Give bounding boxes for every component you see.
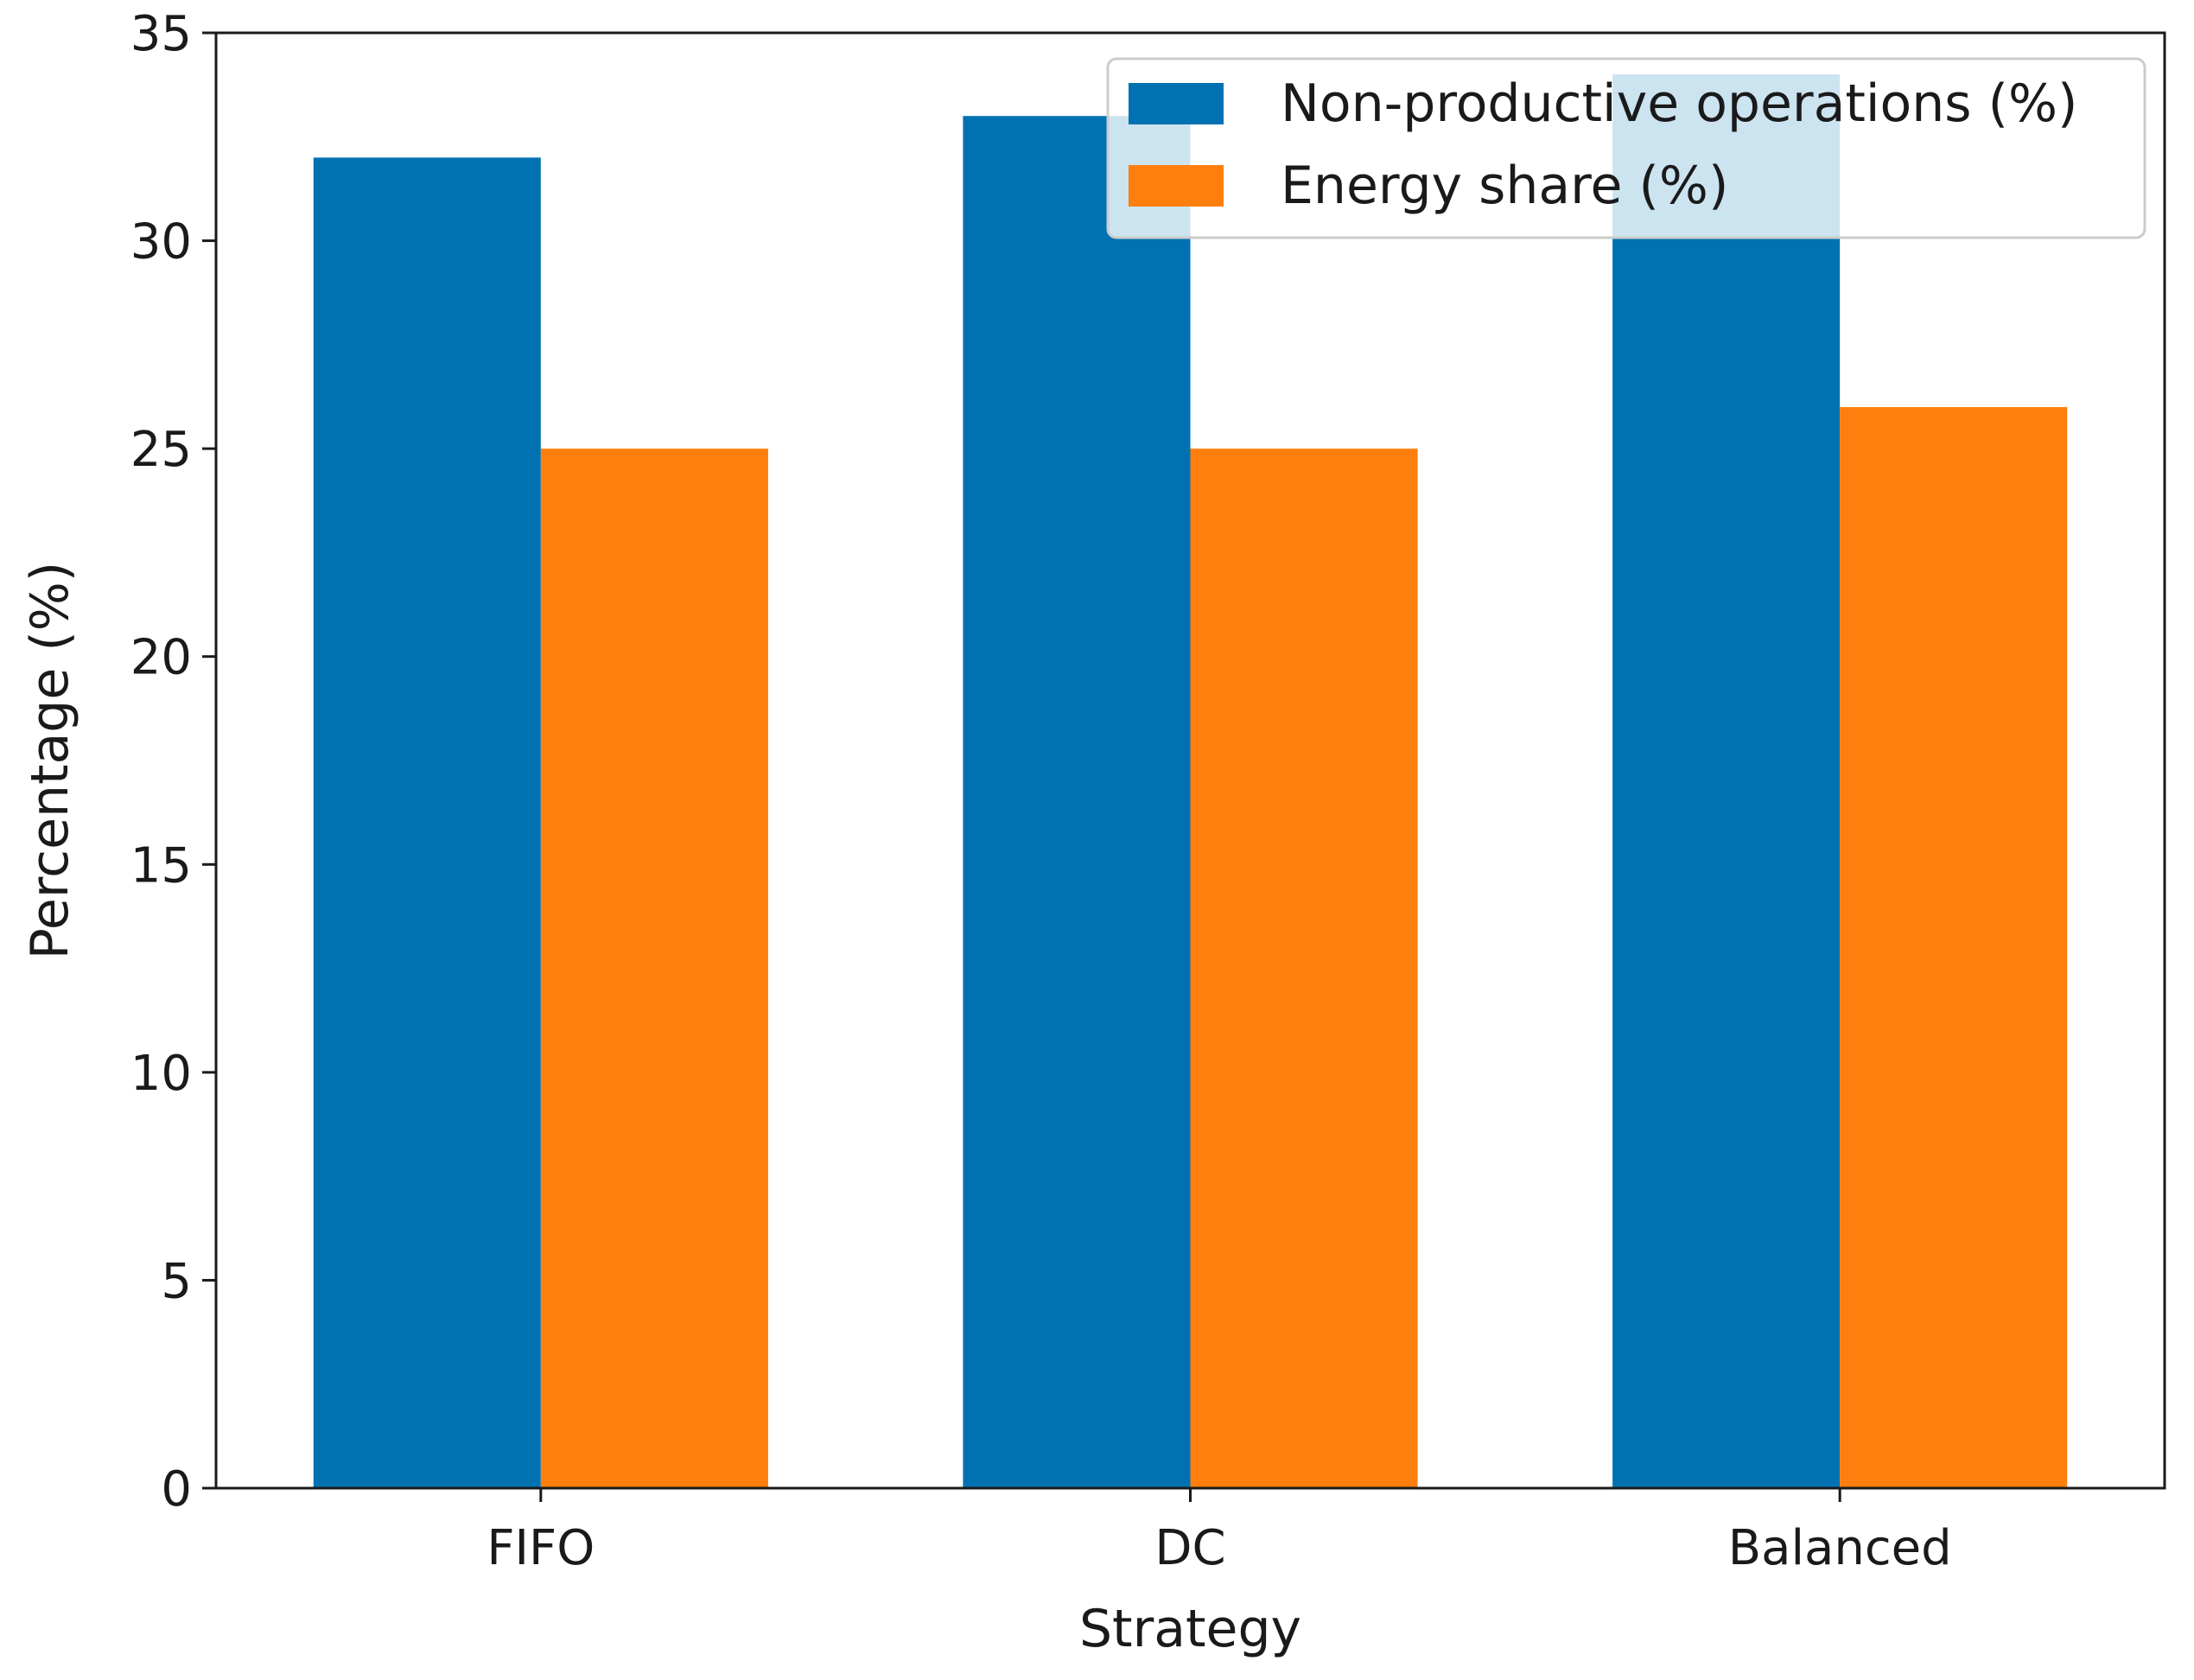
x-tick-label-balanced: Balanced	[1728, 1520, 1952, 1576]
bar-energy-balanced	[1840, 407, 2068, 1488]
y-axis: 0 5 10 15 20 25 30 35	[130, 6, 216, 1518]
y-tick-label: 30	[130, 214, 192, 270]
y-tick-label: 0	[161, 1461, 192, 1518]
legend: Non-productive operations (%) Energy shar…	[1106, 57, 2146, 239]
bar-nonproductive-dc	[963, 116, 1191, 1489]
x-tick-label-fifo: FIFO	[486, 1520, 595, 1576]
bar-nonproductive-fifo	[313, 157, 541, 1488]
y-axis-label: Percentage (%)	[20, 562, 80, 959]
bar-energy-fifo	[540, 449, 768, 1489]
x-tick-label-dc: DC	[1154, 1520, 1225, 1576]
legend-swatch-nonproductive	[1129, 83, 1224, 124]
y-tick-label: 5	[161, 1253, 192, 1309]
y-tick-label: 35	[130, 6, 192, 62]
legend-label-nonproductive: Non-productive operations (%)	[1281, 73, 2077, 134]
legend-swatch-energy	[1129, 165, 1224, 207]
legend-box	[1106, 57, 2146, 239]
legend-label-energy: Energy share (%)	[1281, 156, 1728, 216]
y-tick-label: 25	[130, 422, 192, 478]
y-tick-label: 10	[130, 1046, 192, 1102]
y-tick-label: 15	[130, 837, 192, 894]
y-tick-label: 20	[130, 630, 192, 686]
x-axis: FIFO DC Balanced	[486, 1488, 1952, 1576]
x-axis-label: Strategy	[1079, 1599, 1301, 1659]
bar-nonproductive-balanced	[1612, 74, 1841, 1489]
bar-energy-dc	[1190, 449, 1418, 1489]
bars-layer	[313, 74, 2068, 1489]
